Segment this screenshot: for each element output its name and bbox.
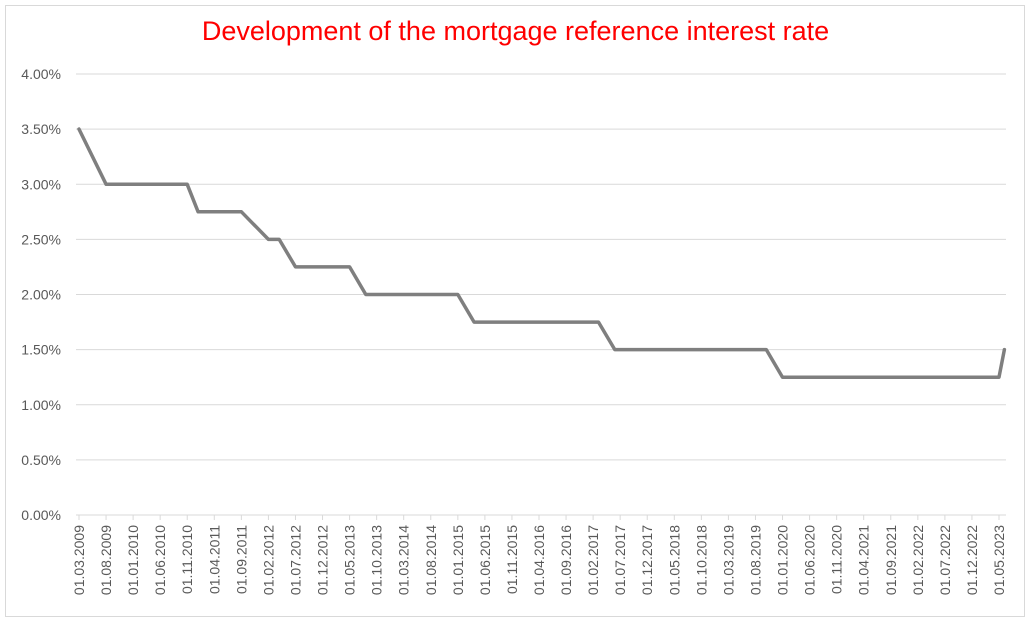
x-tick-label: 01.02.2012 [260,525,276,595]
series-line [77,127,1007,379]
x-tick-label: 01.06.2015 [477,525,493,595]
x-tick-label: 01.05.2018 [666,525,682,595]
y-axis-tick-labels: 0.00% 0.50% 1.00% 1.50% 2.00% 2.50% 3.00% 3.50%… [21,66,61,523]
y-tick-label: 1.00% [21,397,61,413]
x-tick-label: 01.12.2022 [964,525,980,595]
x-tick-label: 01.05.2013 [342,525,358,595]
series-group [77,127,1007,379]
x-tick-label: 01.04.2016 [531,525,547,595]
x-tick-label: 01.09.2011 [233,525,249,594]
x-tick-label: 01.11.2015 [504,525,520,594]
y-tick-label: 3.00% [21,176,61,192]
x-tick-label: 01.01.2015 [450,525,466,595]
chart-title: Development of the mortgage reference in… [201,16,830,46]
y-tick-label: 4.00% [21,66,61,82]
x-tick-label: 01.01.2010 [125,525,141,595]
gridlines [76,73,1006,516]
x-tick-label: 01.03.2014 [396,525,412,595]
x-axis-tick-labels: 01.03.2009 01.08.2009 01.01.2010 01.06.2010… [71,515,1007,595]
y-tick-label: 0.50% [21,452,61,468]
x-tick-label: 01.11.2010 [179,525,195,594]
x-tick-label: 01.01.2020 [775,525,791,595]
x-tick-label: 01.08.2009 [98,525,114,595]
y-tick-label: 3.50% [21,121,61,137]
x-tick-label: 01.10.2018 [693,525,709,595]
x-tick-label: 01.03.2009 [71,525,87,595]
x-tick-label: 01.05.2023 [991,525,1007,595]
x-tick-label: 01.02.2022 [910,525,926,595]
x-tick-label: 01.08.2019 [747,525,763,595]
x-tick-label: 01.07.2022 [937,525,953,595]
x-tick-label: 01.12.2012 [315,525,331,595]
x-tick-label: 01.06.2020 [802,525,818,595]
x-tick-label: 01.09.2021 [883,525,899,595]
x-tick-label: 01.06.2010 [152,525,168,595]
y-tick-label: 2.00% [21,287,61,303]
y-tick-label: 0.00% [21,507,61,523]
x-tick-label: 01.12.2017 [639,525,655,595]
y-tick-label: 2.50% [21,231,61,247]
x-tick-label: 01.09.2016 [558,525,574,595]
x-tick-label: 01.07.2012 [287,525,303,595]
y-tick-label: 1.50% [21,342,61,358]
x-tick-label: 01.04.2011 [206,525,222,594]
x-tick-label: 01.08.2014 [423,525,439,595]
x-tick-label: 01.02.2017 [585,525,601,595]
x-tick-label: 01.11.2020 [829,525,845,594]
x-tick-label: 01.04.2021 [856,525,872,595]
x-tick-label: 01.10.2013 [369,525,385,595]
x-tick-label: 01.07.2017 [612,525,628,595]
x-tick-label: 01.03.2019 [720,525,736,595]
